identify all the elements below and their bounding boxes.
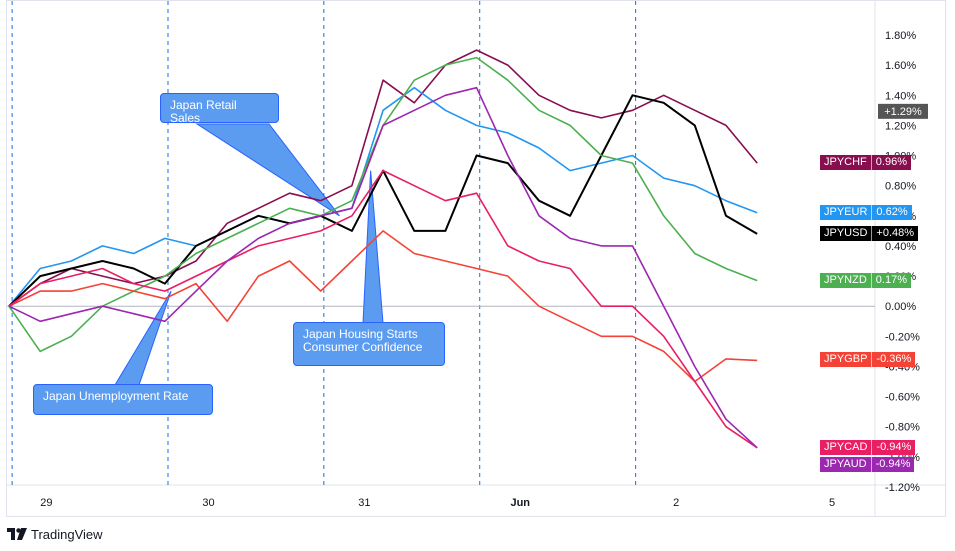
badge-value: -0.94%: [871, 439, 915, 455]
badge-jpynzd: JPYNZD 0.17%: [820, 272, 911, 288]
badge-jpychf: JPYCHF 0.96%: [820, 155, 911, 171]
badge-jpycad: JPYCAD -0.94%: [820, 439, 916, 455]
y-tick-label: -0.80%: [885, 422, 920, 434]
badge-value: 0.17%: [870, 272, 911, 288]
badge-symbol: JPYAUD: [824, 457, 867, 470]
callout-japan-unemployment-rate[interactable]: Japan Unemployment Rate: [33, 384, 213, 415]
y-tick-label: 1.20%: [885, 120, 916, 132]
chart-frame: 1.80%1.60%1.40%1.20%1.00%0.80%0.60%0.40%…: [6, 0, 946, 517]
callout-pointer-retail-sales: [195, 123, 340, 217]
badge-jpyeur: JPYEUR 0.62%: [820, 204, 912, 220]
x-tick-label: 31: [358, 497, 370, 509]
y-tick-label: -0.60%: [885, 392, 920, 404]
badge-value: 0.96%: [870, 155, 911, 171]
series-line-jpyaud: [8, 86, 758, 449]
callout-pointer-unemployment-rate: [114, 290, 172, 386]
badge-symbol: JPYCAD: [824, 440, 868, 453]
x-tick-label: Jun: [510, 497, 530, 509]
badge-value: +0.48%: [871, 225, 918, 241]
badge-symbol: JPYNZD: [824, 273, 867, 286]
badge-jpyusd: JPYUSD +0.48%: [820, 225, 919, 241]
x-tick-label: 29: [40, 497, 52, 509]
badge-value: -0.36%: [871, 352, 915, 368]
series-line-jpyeur: [8, 86, 758, 307]
footer: TradingView: [7, 525, 103, 543]
y-tick-label: 0.00%: [885, 301, 916, 313]
badge-jpygbp: JPYGBP -0.36%: [820, 352, 916, 368]
tradingview-brand[interactable]: TradingView: [31, 526, 103, 542]
y-tick-label: 0.80%: [885, 181, 916, 193]
series-line-jpynzd: [8, 56, 758, 353]
y-tick-label: -1.20%: [885, 482, 920, 494]
y-tick-label: -0.20%: [885, 331, 920, 343]
x-tick-label: 2: [673, 497, 679, 509]
y-tick-label: 1.40%: [885, 90, 916, 102]
x-tick-label: 30: [202, 497, 214, 509]
y-tick-label: 1.80%: [885, 30, 916, 42]
tradingview-logo-icon: [7, 528, 27, 540]
badge-symbol: JPYCHF: [824, 156, 867, 169]
callout-japan-housing-starts[interactable]: Japan Housing Starts Consumer Confidence: [293, 322, 445, 366]
series-line-jpycad: [8, 169, 758, 449]
badge-jpyaud: JPYAUD -0.94%: [820, 456, 915, 472]
badge-symbol: JPYGBP: [824, 353, 868, 366]
chart-plot[interactable]: 1.80%1.60%1.40%1.20%1.00%0.80%0.60%0.40%…: [7, 1, 945, 516]
current-marker-label: +1.29%: [884, 106, 922, 118]
x-tick-label: 5: [829, 497, 835, 509]
badge-value: 0.62%: [871, 204, 911, 220]
callout-japan-retail-sales[interactable]: Japan Retail Sales: [160, 93, 279, 125]
y-tick-label: 1.60%: [885, 60, 916, 72]
badge-symbol: JPYEUR: [824, 205, 868, 218]
series-line-jpygbp: [8, 230, 758, 383]
badge-value: -0.94%: [870, 456, 915, 472]
y-tick-label: 0.40%: [885, 241, 916, 253]
badge-symbol: JPYUSD: [824, 226, 868, 239]
series-line-jpychf: [8, 49, 758, 307]
current-marker-bg: [878, 103, 928, 119]
